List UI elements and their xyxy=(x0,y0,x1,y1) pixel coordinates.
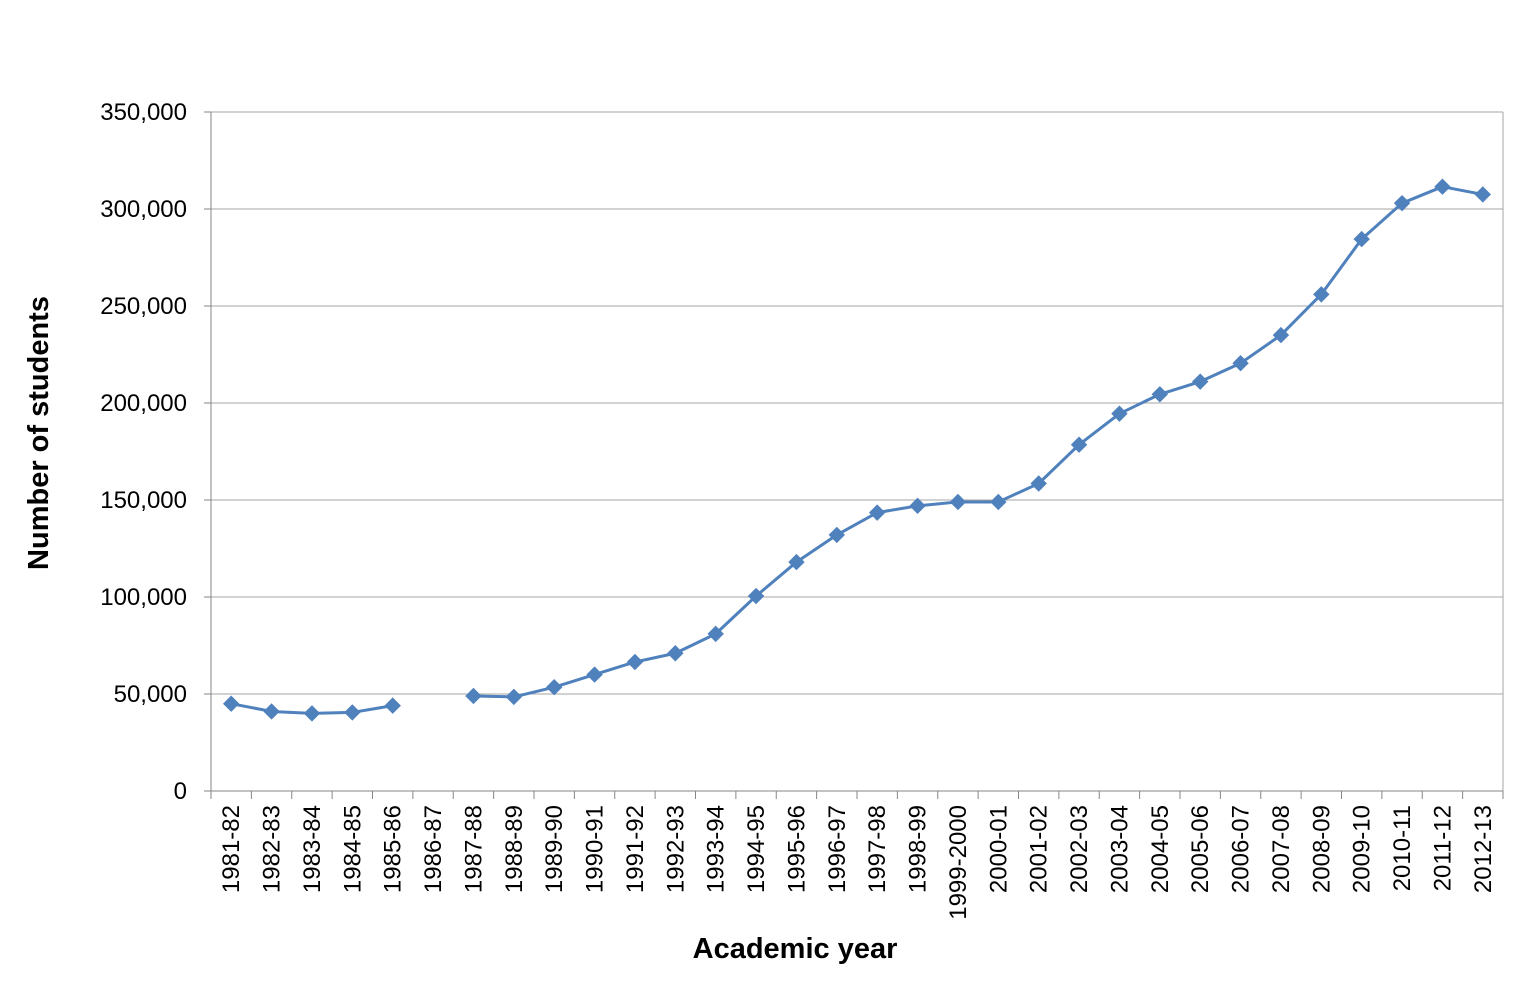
x-axis-title: Academic year xyxy=(693,933,898,965)
x-tick-label: 1992-93 xyxy=(662,805,689,893)
data-point-marker xyxy=(626,653,644,671)
data-point-marker xyxy=(465,687,482,705)
x-tick-label: 1982-83 xyxy=(259,805,286,893)
data-point-marker xyxy=(1191,373,1209,390)
data-point-marker xyxy=(1232,355,1249,372)
data-point-marker xyxy=(344,704,361,721)
x-tick-label: 1995-96 xyxy=(783,805,810,893)
x-tick-label: 2012-13 xyxy=(1470,805,1497,893)
x-tick-label: 2007-08 xyxy=(1268,805,1295,893)
x-tick-labels: 1981-82 1982-83 1983-84 1984-85 1985-86 1986-… xyxy=(218,805,1497,920)
y-tick-label: 250,000 xyxy=(100,293,187,320)
x-tick-label: 2009-10 xyxy=(1349,805,1376,893)
x-tick-label: 2006-07 xyxy=(1228,805,1255,893)
y-tick-label: 150,000 xyxy=(100,487,187,514)
x-tick-label: 1990-91 xyxy=(582,805,609,893)
data-point-marker xyxy=(545,679,563,696)
x-tick-label: 1981-82 xyxy=(218,805,245,893)
data-point-marker xyxy=(707,625,724,643)
data-point-marker xyxy=(1434,178,1451,195)
y-tick-label: 350,000 xyxy=(100,99,187,126)
x-tick-label: 2002-03 xyxy=(1066,805,1093,893)
data-point-marker xyxy=(868,504,886,521)
x-tick-label: 2003-04 xyxy=(1106,805,1133,893)
series-line-segment xyxy=(473,185,1484,699)
x-tick-label: 1991-92 xyxy=(622,805,649,893)
data-point-marker xyxy=(1070,436,1088,453)
data-point-marker xyxy=(1393,194,1411,212)
series-line xyxy=(230,185,1484,715)
y-tick-labels: 0 50,000 100,000 150,000 200,000 250,000 300,0… xyxy=(100,99,187,805)
x-tick-label: 2001-02 xyxy=(1026,805,1053,893)
y-tick-label: 50,000 xyxy=(114,681,187,708)
data-point-marker xyxy=(1030,475,1047,492)
data-point-marker xyxy=(303,705,321,722)
x-tick-label: 1984-85 xyxy=(339,805,366,893)
x-tick-label: 1996-97 xyxy=(824,805,851,893)
x-tick-label: 2004-05 xyxy=(1147,805,1174,893)
series-markers xyxy=(222,178,1492,722)
data-point-marker xyxy=(263,703,280,720)
x-tick-label: 1983-84 xyxy=(299,805,326,893)
data-point-marker xyxy=(747,587,765,605)
data-point-marker xyxy=(586,666,603,683)
x-tick-label: 1988-89 xyxy=(501,805,528,893)
x-tick-label: 1994-95 xyxy=(743,805,770,893)
x-tick-label: 1997-98 xyxy=(864,805,891,893)
x-tick-label: 1999-2000 xyxy=(945,805,972,920)
x-tick-label: 2008-09 xyxy=(1308,805,1335,893)
x-tick-label: 2000-01 xyxy=(985,805,1012,893)
data-point-marker xyxy=(667,645,684,662)
data-point-marker xyxy=(1313,286,1330,303)
data-point-marker xyxy=(949,493,967,511)
x-tick-label: 1986-87 xyxy=(420,805,447,893)
data-point-marker xyxy=(1151,386,1169,403)
data-point-marker xyxy=(1272,326,1290,344)
data-point-marker xyxy=(384,697,401,714)
data-point-marker xyxy=(990,493,1007,511)
data-point-marker xyxy=(788,553,805,571)
data-point-marker xyxy=(828,526,846,544)
x-tick-label: 1993-94 xyxy=(703,805,730,893)
y-tick-label: 100,000 xyxy=(100,584,187,611)
x-tick-label: 2011-12 xyxy=(1429,805,1456,891)
x-tick-label: 1985-86 xyxy=(380,805,407,893)
data-point-marker xyxy=(505,688,523,706)
data-point-marker xyxy=(222,695,240,712)
data-point-marker xyxy=(1111,405,1128,422)
data-point-marker xyxy=(1353,230,1370,248)
y-tick-label: 200,000 xyxy=(100,390,187,417)
y-tick-label: 300,000 xyxy=(100,196,187,223)
axes xyxy=(204,111,1504,799)
x-tick-label: 2010-11 xyxy=(1389,805,1416,891)
data-point-marker xyxy=(909,497,926,515)
y-tick-label: 0 xyxy=(174,778,187,805)
y-axis-title: Number of students xyxy=(23,296,55,570)
x-tick-label: 2005-06 xyxy=(1187,805,1214,893)
x-tick-label: 1987-88 xyxy=(460,805,487,893)
x-tick-label: 1989-90 xyxy=(541,805,568,893)
gridlines xyxy=(211,111,1504,791)
x-tick-label: 1998-99 xyxy=(905,805,932,893)
data-point-marker xyxy=(1474,186,1492,203)
